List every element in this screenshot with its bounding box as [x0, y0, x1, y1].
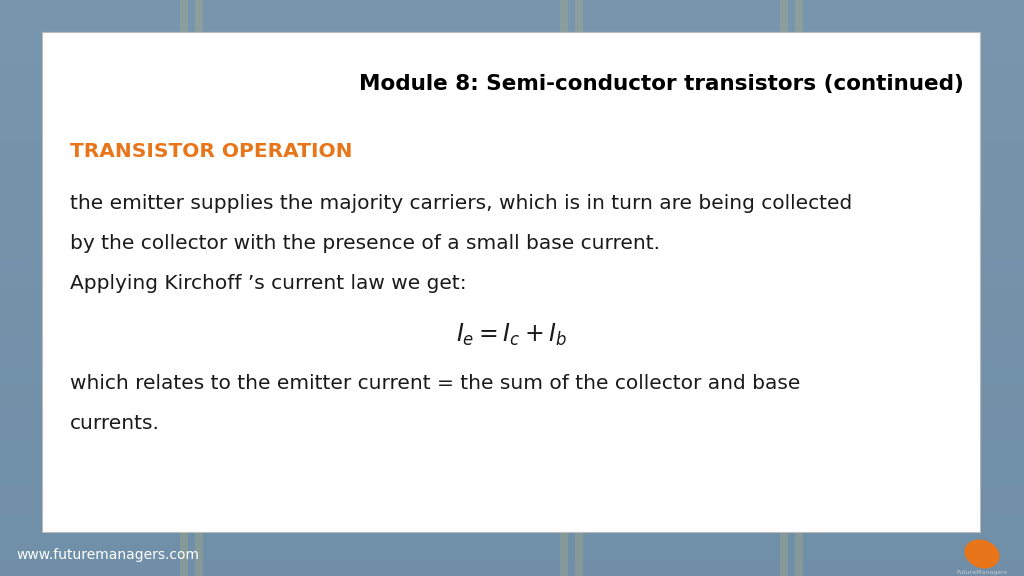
Bar [795, 0, 803, 576]
Bar [180, 0, 188, 576]
Text: Module 8: Semi-conductor transistors (continued): Module 8: Semi-conductor transistors (co… [359, 74, 964, 94]
Text: FutureManagers: FutureManagers [956, 570, 1008, 575]
FancyBboxPatch shape [42, 32, 980, 532]
Text: which relates to the emitter current = the sum of the collector and base: which relates to the emitter current = t… [70, 374, 801, 393]
Bar [575, 0, 583, 576]
Bar [560, 0, 568, 576]
Text: TRANSISTOR OPERATION: TRANSISTOR OPERATION [70, 142, 352, 161]
Bar [780, 0, 788, 576]
Text: the emitter supplies the majority carriers, which is in turn are being collected: the emitter supplies the majority carrie… [70, 194, 852, 213]
Text: www.futuremanagers.com: www.futuremanagers.com [16, 548, 199, 562]
Text: currents.: currents. [70, 414, 160, 433]
Ellipse shape [965, 540, 999, 569]
Text: Applying Kirchoff ’s current law we get:: Applying Kirchoff ’s current law we get: [70, 274, 467, 293]
Text: by the collector with the presence of a small base current.: by the collector with the presence of a … [70, 234, 660, 253]
Text: $I_e = I_c + I_b$: $I_e = I_c + I_b$ [457, 322, 567, 348]
Bar [195, 0, 203, 576]
